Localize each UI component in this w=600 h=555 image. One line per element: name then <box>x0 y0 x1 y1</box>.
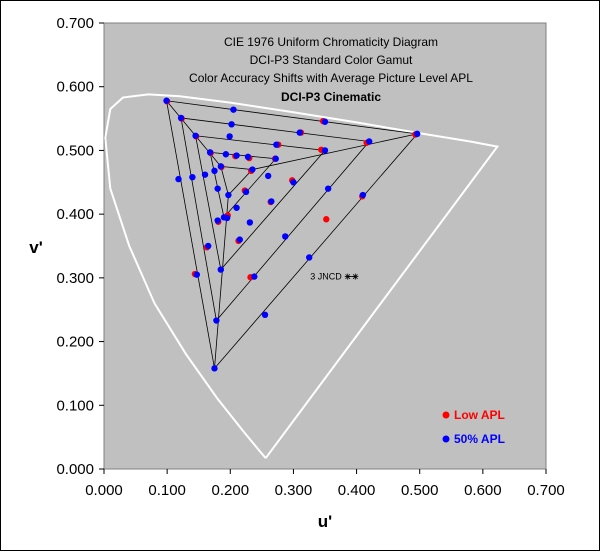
gamut-triangle-2 <box>180 117 370 322</box>
point-50-apl-4 <box>206 149 214 156</box>
x-tick-label: 0.700 <box>527 482 565 499</box>
point-50-apl-35 <box>204 242 212 250</box>
point-50-apl-20 <box>225 191 232 199</box>
title-line-1: CIE 1976 Uniform Chromaticity Diagram <box>224 35 438 49</box>
point-50-apl-16 <box>211 365 218 372</box>
point-50-apl-21 <box>321 118 329 125</box>
point-50-apl-41 <box>214 217 221 224</box>
point-50-apl-3 <box>192 132 199 139</box>
point-50-apl-46 <box>214 185 221 192</box>
point-50-apl-31 <box>282 233 289 240</box>
plot-area <box>103 22 547 470</box>
point-50-apl-7 <box>228 121 235 128</box>
title-line-3: Color Accuracy Shifts with Average Pictu… <box>189 71 473 85</box>
point-50-apl-10 <box>233 152 240 159</box>
x-tick-label: 0.100 <box>148 482 186 499</box>
point-50-apl-23 <box>273 141 280 148</box>
point-50-apl-43 <box>242 188 250 196</box>
gamut-triangle-1 <box>166 100 418 370</box>
point-50-apl-22 <box>296 129 303 136</box>
spectral-locus <box>104 93 500 459</box>
point-50-apl-8 <box>226 133 233 140</box>
point-50-apl-17 <box>213 317 220 324</box>
point-50-apl-39 <box>201 171 209 178</box>
gamut-triangle-5 <box>220 165 254 196</box>
jncd-marker-2 <box>352 273 359 280</box>
point-50-apl-6 <box>230 106 237 113</box>
point-50-apl-27 <box>290 179 297 186</box>
jncd-marker-stroke <box>345 274 351 280</box>
point-50-apl-13 <box>321 147 329 154</box>
point-low-apl-26 <box>323 216 330 223</box>
point-50-apl-32 <box>251 273 258 280</box>
point-50-apl-40 <box>211 167 218 175</box>
y-tick-label: 0.100 <box>56 397 94 414</box>
point-50-apl-5 <box>217 163 225 170</box>
x-tick-label: 0.500 <box>401 482 439 499</box>
point-50-apl-9 <box>222 151 230 158</box>
point-50-apl-24 <box>244 153 252 160</box>
point-50-apl-29 <box>261 311 269 319</box>
gamut-triangle-4 <box>209 151 277 219</box>
point-50-apl-1 <box>163 97 170 104</box>
y-tick-label: 0.600 <box>56 79 94 96</box>
point-50-apl-42 <box>223 214 231 222</box>
point-50-apl-33 <box>236 236 243 243</box>
point-50-apl-37 <box>175 175 182 183</box>
y-tick-label: 0.300 <box>56 270 94 287</box>
gamut-spoke-2 <box>252 133 418 170</box>
y-tick-label: 0.200 <box>56 334 94 351</box>
point-50-apl-14 <box>272 155 279 162</box>
point-50-apl-38 <box>189 173 196 181</box>
legend-marker-50-apl <box>442 435 450 443</box>
y-axis-title: v' <box>29 238 43 257</box>
jncd-marker-1 <box>344 273 351 280</box>
point-50-apl-44 <box>268 198 275 205</box>
legend: Low APL 50% APL <box>442 408 505 446</box>
jncd-label: 3 JNCD <box>310 272 342 282</box>
point-50-apl-11 <box>413 130 421 138</box>
point-50-apl-28 <box>264 172 272 180</box>
y-tick-label: 0.400 <box>56 206 94 223</box>
x-tick-label: 0.600 <box>464 482 502 499</box>
point-50-apl-25 <box>359 191 367 199</box>
x-tick-label: 0.300 <box>275 482 313 499</box>
point-50-apl-30 <box>306 254 313 261</box>
point-50-apl-12 <box>366 138 373 145</box>
point-50-apl-26 <box>324 185 332 192</box>
jncd-marker-stroke <box>352 274 358 280</box>
x-tick-label: 0.200 <box>212 482 250 499</box>
point-50-apl-15 <box>249 166 256 173</box>
point-50-apl-2 <box>177 114 185 122</box>
gamut-spoke-3 <box>214 194 229 369</box>
y-tick-label: 0.500 <box>56 142 94 159</box>
y-tick-label: 0.000 <box>56 461 94 478</box>
x-tick-label: 0.400 <box>338 482 376 499</box>
chart-subtitle: DCI-P3 Cinematic <box>281 90 381 104</box>
x-tick-label: 0.000 <box>85 482 123 499</box>
gamut-triangle-3 <box>195 135 326 271</box>
point-50-apl-34 <box>233 204 240 211</box>
title-line-2: DCI-P3 Standard Color Gamut <box>250 53 413 67</box>
point-50-apl-45 <box>246 219 254 226</box>
point-50-apl-36 <box>193 271 201 278</box>
x-axis-title: u' <box>318 512 332 531</box>
legend-label-low-apl: Low APL <box>454 408 505 422</box>
legend-marker-low-apl <box>442 411 450 419</box>
legend-label-50-apl: 50% APL <box>454 432 505 446</box>
point-50-apl-18 <box>217 266 225 273</box>
y-tick-label: 0.700 <box>56 15 94 32</box>
